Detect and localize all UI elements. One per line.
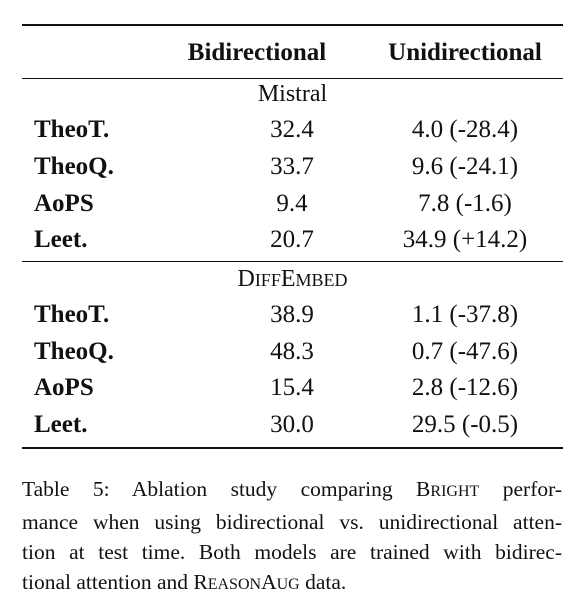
group-label-part: MBED xyxy=(295,270,348,290)
group-rule xyxy=(22,261,563,262)
row-label: AoPS xyxy=(34,190,94,217)
caption-text: R xyxy=(193,570,208,594)
caption-text: RIGHT xyxy=(430,483,480,500)
unidirectional-value: 1.1 (-37.8) xyxy=(411,301,519,328)
col-header-unidirectional: Unidirectional xyxy=(388,39,542,66)
caption-text: data. xyxy=(299,570,347,594)
col-header-bidirectional: Bidirectional xyxy=(187,39,327,66)
row-label: TheoT. xyxy=(34,301,110,328)
unidirectional-value: 4.0 (-28.4) xyxy=(411,116,519,143)
caption-text: Table 5: Ablation study comparing xyxy=(22,477,417,501)
group-label-part: IFF xyxy=(254,270,281,290)
table-caption: Table 5: Ablation study comparing BRIGHT… xyxy=(22,474,562,600)
bidirectional-value: 38.9 xyxy=(270,301,314,328)
caption-line: Table 5: Ablation study comparing BRIGHT… xyxy=(22,474,562,507)
unidirectional-value: 9.6 (-24.1) xyxy=(411,153,519,180)
row-label: TheoQ. xyxy=(34,153,114,180)
bidirectional-value: 20.7 xyxy=(270,226,314,253)
unidirectional-value: 34.9 (+14.2) xyxy=(402,226,528,253)
row-label: Leet. xyxy=(34,226,88,253)
caption-text: tional attention and xyxy=(22,570,194,594)
bidirectional-value: 33.7 xyxy=(270,153,314,180)
group-label-mistral: Mistral xyxy=(257,81,328,107)
unidirectional-value: 29.5 (-0.5) xyxy=(411,411,519,438)
row-label: Leet. xyxy=(34,411,88,438)
header-rule xyxy=(22,78,563,79)
caption-text: A xyxy=(261,570,277,594)
caption-text: EASON xyxy=(207,576,262,593)
caption-line: tion at test time. Both models are train… xyxy=(22,540,562,564)
unidirectional-value: 2.8 (-12.6) xyxy=(411,374,519,401)
unidirectional-value: 7.8 (-1.6) xyxy=(418,190,512,217)
caption-line: mance when using bidirectional vs. unidi… xyxy=(22,510,562,534)
table-bottom-rule xyxy=(22,447,563,449)
group-label-diffembed: DIFFEMBED xyxy=(22,264,563,295)
group-label-part: E xyxy=(280,266,296,292)
bidirectional-value: 30.0 xyxy=(270,411,314,438)
table-top-rule xyxy=(22,24,563,26)
caption-line: tional attention and REASONAUG data. xyxy=(22,567,562,600)
bidirectional-value: 32.4 xyxy=(270,116,314,143)
caption-text: UG xyxy=(276,576,300,593)
unidirectional-value: 0.7 (-47.6) xyxy=(411,338,519,365)
row-label: AoPS xyxy=(34,374,94,401)
caption-text: B xyxy=(416,477,431,501)
bidirectional-value: 9.4 xyxy=(276,190,308,217)
group-label-part: D xyxy=(237,266,255,292)
row-label: TheoQ. xyxy=(34,338,114,365)
bidirectional-value: 48.3 xyxy=(270,338,314,365)
bidirectional-value: 15.4 xyxy=(270,374,314,401)
caption-text: perfor- xyxy=(479,477,562,501)
row-label: TheoT. xyxy=(34,116,110,143)
